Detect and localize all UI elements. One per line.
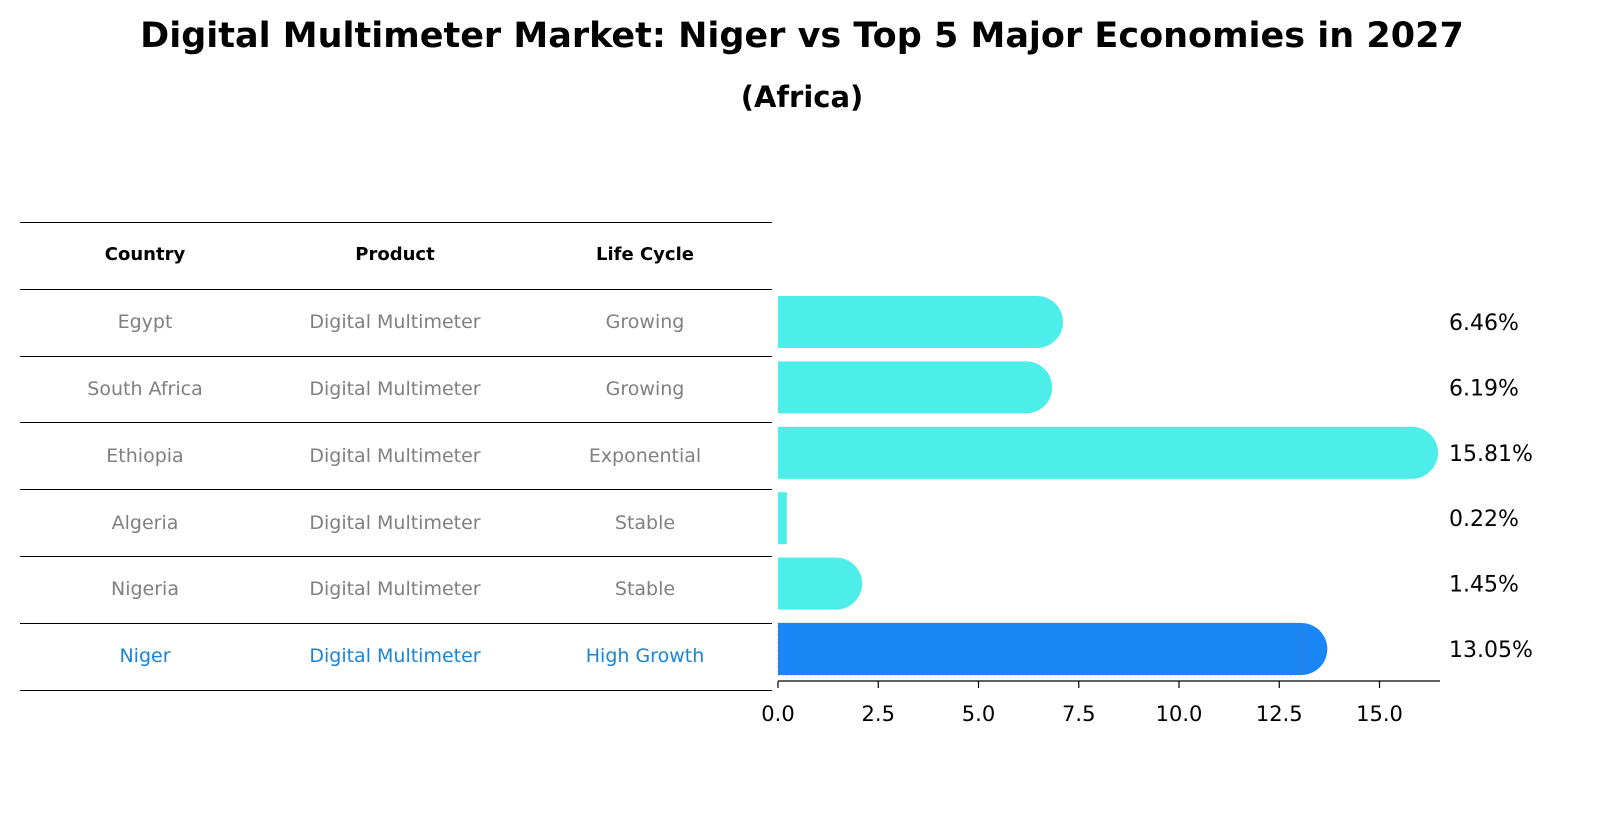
cell-product: Digital Multimeter: [309, 511, 481, 534]
x-tick-label: 7.5: [1062, 702, 1095, 726]
cell-life-cycle: Stable: [614, 578, 676, 601]
bar-value-label: 6.46%: [1449, 311, 1519, 336]
x-tick-label: 10.0: [1156, 702, 1203, 726]
table-rule: [20, 622, 772, 624]
cell-product: Digital Multimeter: [309, 645, 481, 668]
table-rule: [20, 222, 772, 223]
bar-cap: [1000, 361, 1053, 414]
bar-value-label: 15.81%: [1449, 442, 1533, 467]
cell-life-cycle: Growing: [605, 311, 685, 334]
table-rule: [20, 422, 772, 424]
cell-product: Digital Multimeter: [309, 378, 481, 400]
table-rule: [20, 689, 772, 691]
cell-country: Niger: [119, 645, 171, 668]
bar-cap: [810, 557, 863, 610]
bar: [778, 296, 1064, 348]
bar: [778, 492, 787, 545]
cell-country: Nigeria: [111, 578, 179, 601]
chart-subtitle: (Africa): [740, 80, 864, 114]
x-tick-label: 15.0: [1356, 702, 1403, 726]
chart-title: Digital Multimeter Market: Niger vs Top …: [140, 16, 1464, 56]
table-rule: [20, 288, 772, 290]
header-product: Product: [355, 244, 435, 266]
cell-country: Egypt: [117, 311, 173, 334]
bar-value-label: 1.45%: [1449, 573, 1519, 598]
bar: [777, 622, 1328, 676]
x-tick-label: 2.5: [862, 702, 895, 726]
bar: [778, 426, 1438, 479]
table-rule: [20, 556, 772, 557]
bar-value-label: 13.05%: [1449, 638, 1533, 663]
cell-life-cycle: Growing: [605, 378, 685, 400]
x-tick-label: 5.0: [962, 702, 995, 726]
x-tick-label: 12.5: [1256, 702, 1303, 726]
bar-cap: [1011, 296, 1064, 348]
bar-value-label: 6.19%: [1449, 376, 1519, 401]
bar-body: [778, 296, 1038, 348]
bar-body: [778, 623, 1302, 675]
cell-life-cycle: Stable: [614, 511, 676, 534]
bar-body: [778, 492, 787, 545]
bar-cap: [1385, 426, 1438, 479]
header-country: Country: [104, 244, 186, 266]
table-rule: [20, 489, 772, 491]
header-life-cycle: Life Cycle: [596, 244, 694, 266]
bar-body: [778, 426, 1412, 479]
bar-value-label: 0.22%: [1449, 507, 1519, 532]
cell-country: Ethiopia: [106, 444, 184, 467]
bar-body: [778, 361, 1027, 414]
x-tick-label: 0.0: [761, 702, 794, 726]
cell-life-cycle: High Growth: [585, 645, 705, 668]
cell-life-cycle: Exponential: [588, 444, 702, 467]
cell-country: Algeria: [111, 511, 179, 534]
cell-country: South Africa: [87, 378, 203, 400]
bar: [778, 557, 863, 610]
table-rule: [20, 355, 772, 357]
bar-highlight-outline: [777, 622, 1303, 676]
bar: [778, 361, 1053, 414]
cell-product: Digital Multimeter: [309, 444, 481, 467]
cell-product: Digital Multimeter: [309, 578, 481, 601]
cell-product: Digital Multimeter: [309, 311, 481, 334]
